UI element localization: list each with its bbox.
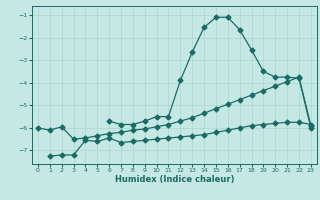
X-axis label: Humidex (Indice chaleur): Humidex (Indice chaleur)	[115, 175, 234, 184]
